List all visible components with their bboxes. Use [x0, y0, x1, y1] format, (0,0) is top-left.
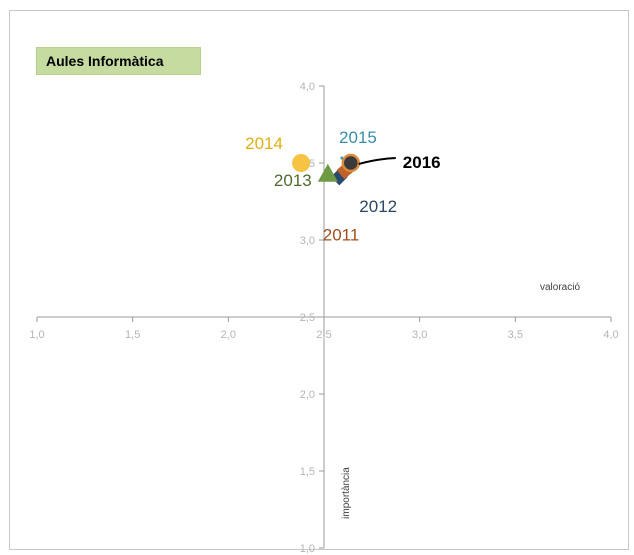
year-label-2012: 2012 [359, 197, 397, 216]
chart-title: Aules Informàtica [36, 47, 201, 75]
y-axis-title: importància [341, 467, 352, 519]
x-tick-label: 3,5 [508, 329, 523, 341]
y-tick-label: 2,5 [300, 312, 315, 324]
y-tick-label: 1,5 [300, 466, 315, 478]
x-axis-title: valoració [540, 282, 580, 293]
x-tick-label: 1,0 [29, 329, 44, 341]
marker-2013 [317, 163, 338, 182]
marker-2016 [341, 153, 361, 173]
year-label-2015: 2015 [339, 128, 377, 147]
data-markers [292, 153, 361, 186]
y-tick-label: 1,0 [300, 543, 315, 555]
leader-line-2016 [358, 157, 396, 165]
x-tick-label: 1,5 [125, 329, 140, 341]
year-label-2011: 2011 [323, 226, 360, 245]
year-label-2013: 2013 [274, 171, 312, 190]
axes [36, 85, 612, 549]
x-tick-label: 2,0 [221, 329, 236, 341]
chart-frame [9, 10, 629, 550]
x-tick-label: 3,0 [412, 329, 427, 341]
x-tick-label: 2,5 [316, 329, 331, 341]
y-tick-label: 4,0 [300, 81, 315, 93]
y-tick-label: 2,0 [300, 389, 315, 401]
x-tick-label: 4,0 [603, 329, 618, 341]
year-label-2016: 2016 [403, 153, 441, 172]
marker-2014 [292, 154, 311, 172]
year-label-2014: 2014 [245, 134, 283, 153]
y-tick-label: 3,0 [300, 235, 315, 247]
year-labels: 2011 2012 2013 2014 2015 2016 [245, 128, 440, 245]
